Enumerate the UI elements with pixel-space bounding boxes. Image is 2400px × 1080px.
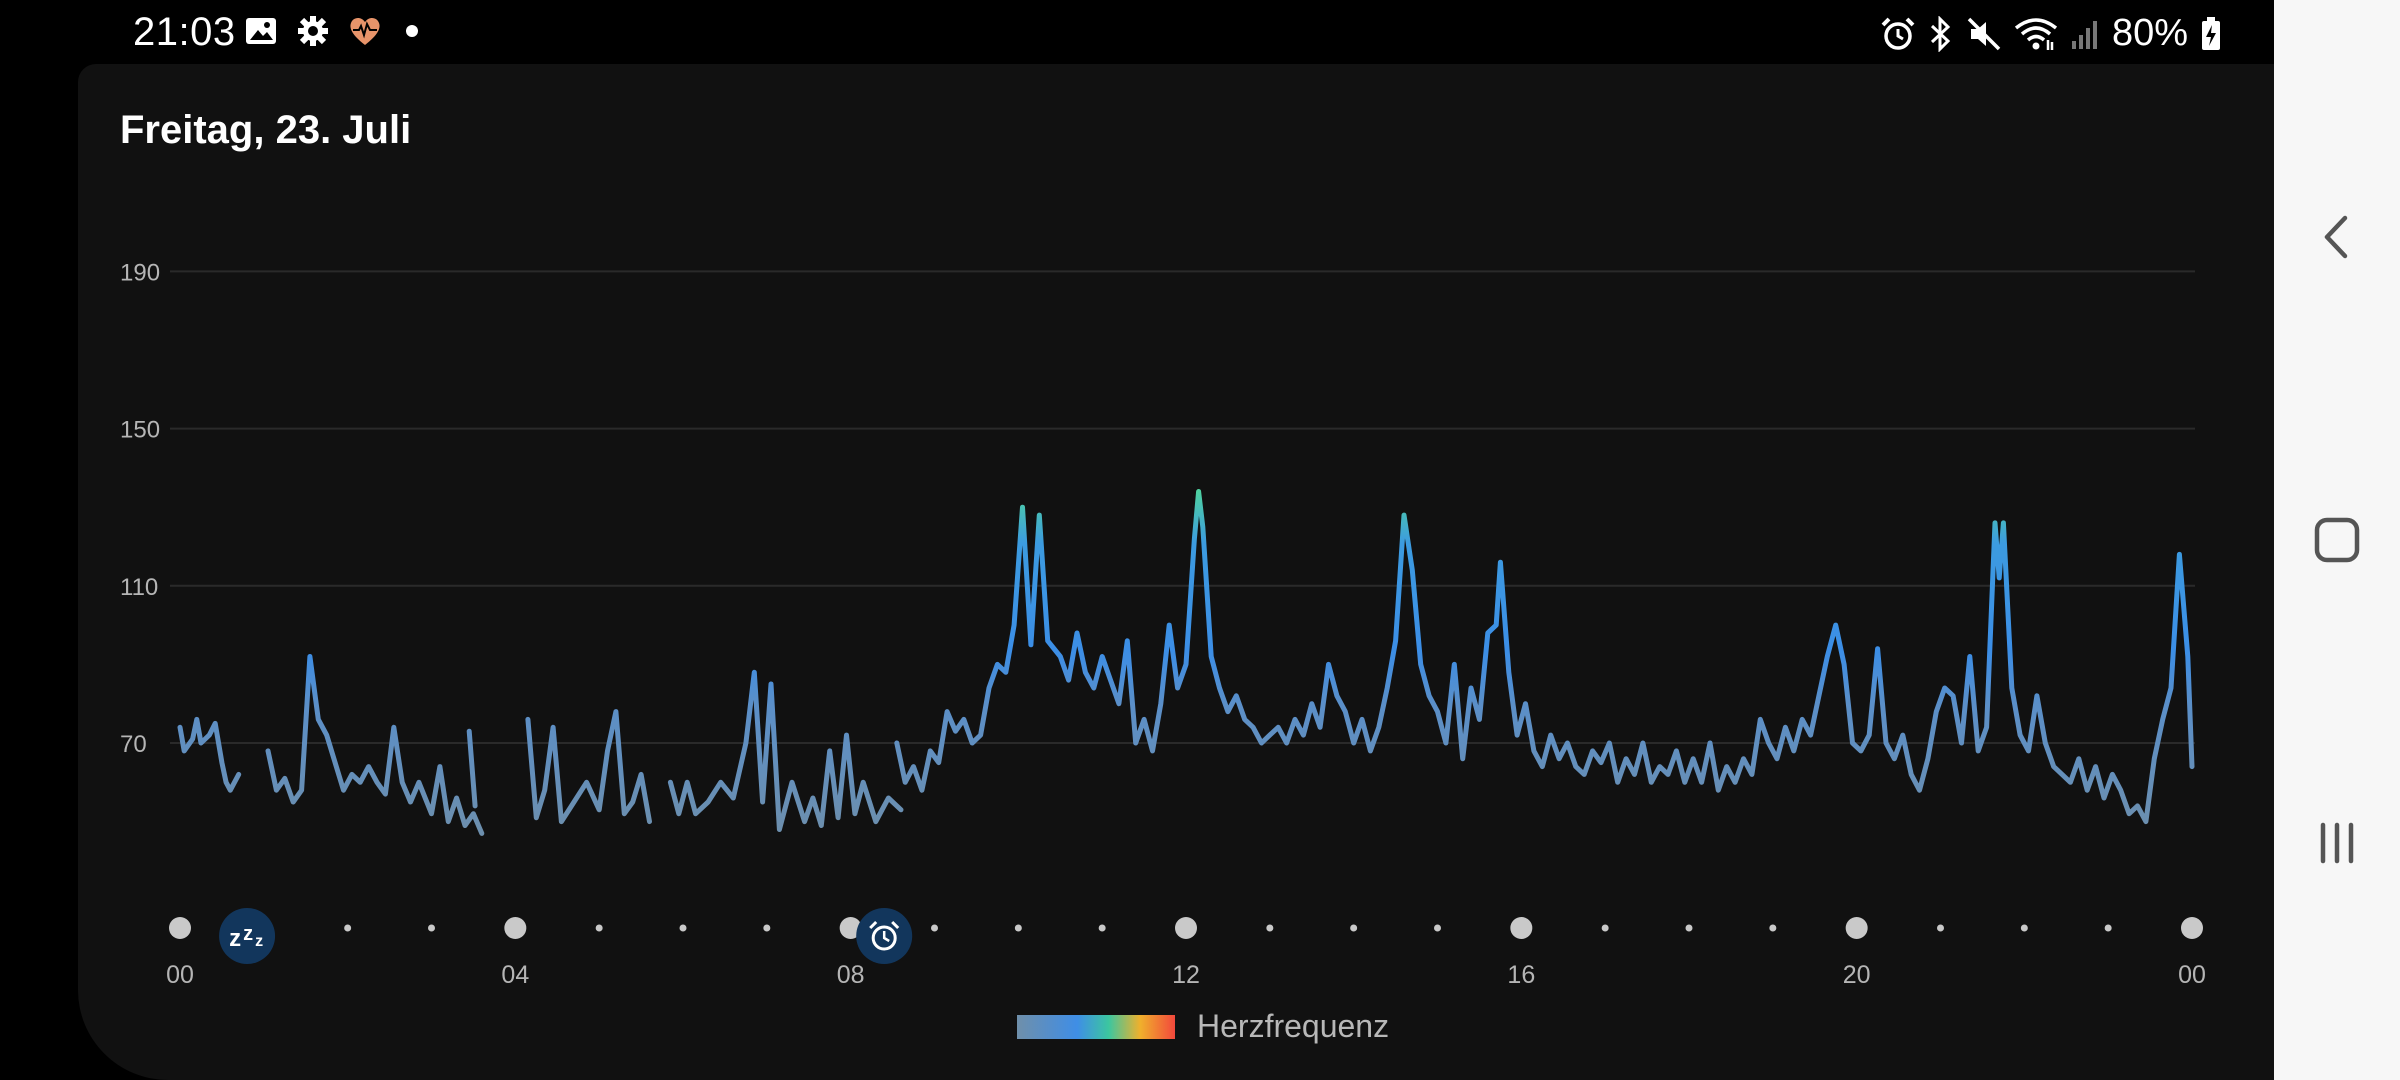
- heart-rate-line-segment: [667, 669, 904, 832]
- x-tick-label: 20: [1843, 961, 1871, 989]
- x-axis-major-dot: [169, 917, 191, 939]
- x-axis-minor-dot: [2104, 924, 2112, 932]
- heart-rate-chart: 70 110 150 190 00 04 08 12 16 20 00 z z z: [120, 259, 2206, 989]
- x-tick-label: 08: [837, 961, 865, 989]
- legend-color-scale: [1017, 1014, 1175, 1039]
- alarm-clock-icon: [869, 920, 900, 951]
- x-axis-minor-dot: [931, 924, 938, 932]
- y-tick-label: 110: [120, 574, 158, 601]
- status-time: 21:03: [133, 10, 236, 54]
- signal-icon: [2071, 20, 2097, 49]
- x-axis-major-dot: [1510, 917, 1533, 939]
- svg-text:z: z: [255, 933, 263, 950]
- x-axis-major-dot: [504, 917, 527, 939]
- x-axis-major-dot: [1175, 917, 1197, 939]
- y-tick-label: 190: [120, 259, 160, 286]
- heart-rate-line-segment: [466, 728, 478, 809]
- x-axis-minor-dot: [763, 924, 771, 932]
- recents-icon: [2320, 822, 2354, 864]
- page-title: Freitag, 23. Juli: [120, 108, 412, 152]
- status-bar: 21:03: [0, 0, 2274, 64]
- bluetooth-icon: [1930, 15, 1951, 52]
- status-right-icons: 80%: [1880, 12, 2222, 55]
- svg-text:z: z: [243, 923, 253, 945]
- heart-rate-line-segment: [265, 654, 485, 836]
- x-axis-minor-dot: [344, 924, 352, 932]
- y-tick-label: 70: [120, 731, 147, 758]
- heart-rate-line-segment: [177, 716, 242, 793]
- back-button[interactable]: [2300, 200, 2374, 274]
- heart-rate-line-segment: [894, 489, 2195, 825]
- x-axis-minor-dot: [428, 924, 435, 932]
- navigation-bar: [2274, 0, 2400, 1080]
- mute-icon: [1967, 17, 2001, 50]
- x-axis-minor-dot: [1685, 924, 1693, 932]
- x-axis-minor-dot: [2020, 924, 2028, 932]
- image-icon: [246, 18, 276, 44]
- home-button[interactable]: [2300, 503, 2374, 577]
- heart-rate-line-segment: [525, 709, 652, 825]
- svg-text:z: z: [229, 925, 241, 952]
- x-tick-label: 04: [501, 961, 529, 989]
- battery-percentage: 80%: [2111, 12, 2188, 54]
- home-icon: [2314, 517, 2360, 563]
- x-axis-minor-dot: [1769, 924, 1777, 932]
- recents-button[interactable]: [2300, 806, 2374, 880]
- chart-legend: Herzfrequenz: [1017, 1008, 1389, 1045]
- x-tick-label: 00: [166, 961, 194, 989]
- notification-dot: [406, 25, 418, 37]
- x-axis-minor-dot: [1266, 924, 1274, 932]
- legend-label: Herzfrequenz: [1197, 1008, 1390, 1044]
- gear-icon: [298, 16, 328, 46]
- x-axis-major-dot: [839, 917, 862, 939]
- battery-charging-icon: [2202, 16, 2220, 50]
- alarm-marker[interactable]: [856, 908, 913, 964]
- x-tick-label: 12: [1172, 961, 1200, 989]
- x-axis-minor-dot: [679, 924, 687, 932]
- x-axis-minor-dot: [1937, 924, 1944, 932]
- x-axis-minor-dot: [1098, 924, 1106, 932]
- x-tick-label: 16: [1507, 961, 1535, 989]
- x-axis-minor-dot: [595, 924, 603, 932]
- marker-background: [219, 908, 276, 964]
- heart-rate-icon: [350, 17, 380, 45]
- heart-rate-card: [78, 64, 2274, 1080]
- alarm-icon: [1881, 17, 1915, 50]
- x-axis-minor-dot: [1434, 924, 1441, 932]
- back-icon: [2324, 215, 2348, 259]
- x-axis-minor-dot: [1601, 924, 1609, 932]
- x-axis-minor-dot: [1014, 924, 1022, 932]
- x-axis-major-dot: [1845, 917, 1868, 939]
- status-left-icons: [244, 14, 418, 48]
- wifi-icon: [2014, 17, 2058, 50]
- x-axis-minor-dot: [1350, 924, 1358, 932]
- y-tick-label: 150: [120, 417, 160, 444]
- x-axis-major-dot: [2181, 917, 2203, 939]
- x-tick-label: 00: [2178, 961, 2206, 989]
